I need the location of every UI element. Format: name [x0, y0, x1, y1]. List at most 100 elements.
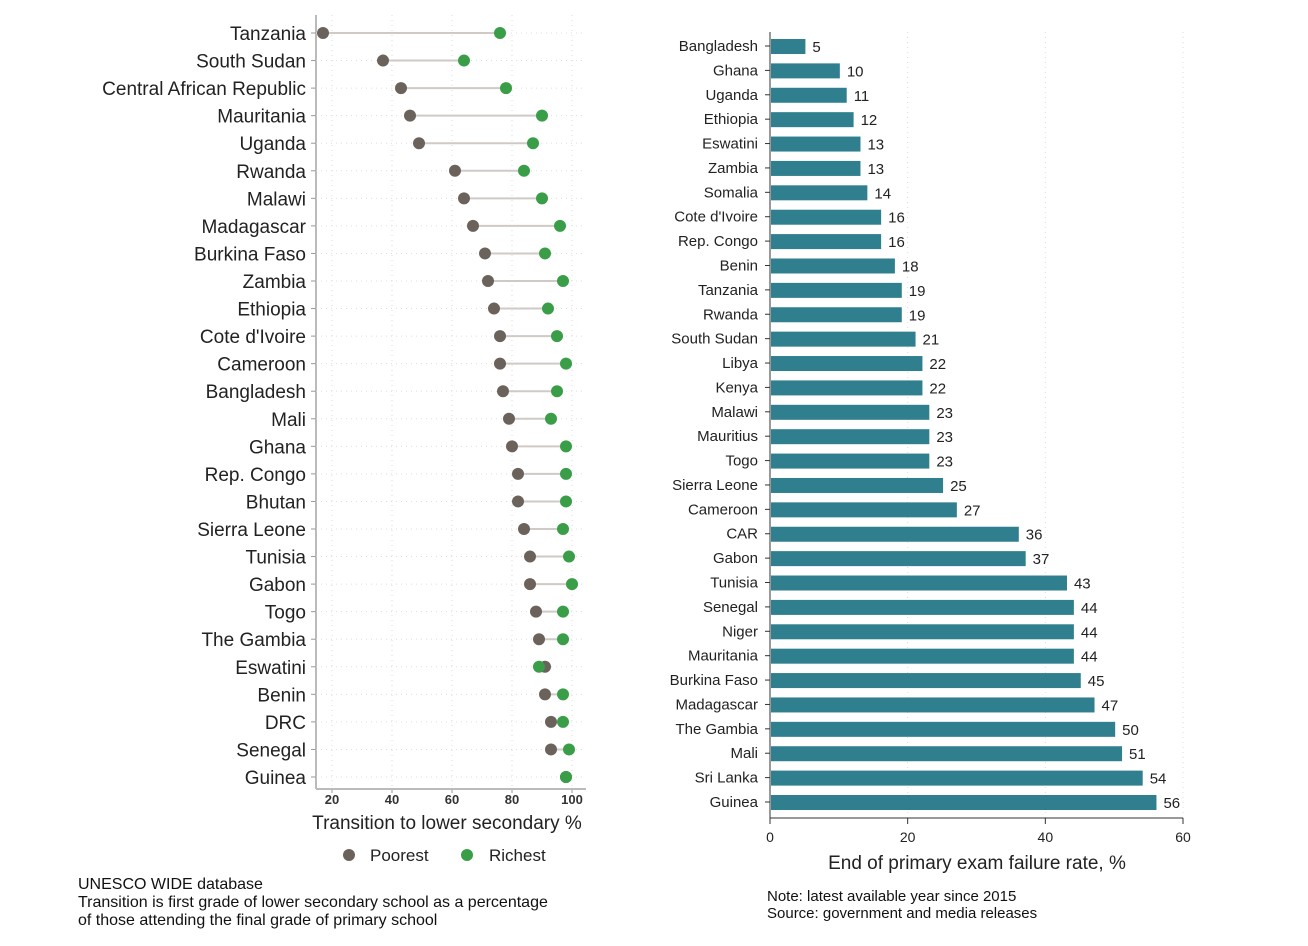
richest-point [560, 467, 572, 480]
richest-point [563, 743, 575, 756]
dumbbell-chart: 20 40 60 80 100 Tanzania South Sudan Central Af… [102, 15, 586, 807]
y-tick-label: Cameroon [217, 355, 306, 376]
poorest-point [503, 412, 515, 425]
data-label: 44 [1081, 600, 1098, 617]
data-label: 47 [1102, 697, 1119, 714]
richest-point [560, 495, 572, 508]
poorest-point [494, 330, 506, 343]
bar [771, 380, 923, 396]
y-tick-label: Bangladesh [679, 38, 758, 55]
richest-point [557, 275, 569, 287]
y-tick-label: Eswatini [235, 658, 306, 679]
y-tick-label: Mali [271, 410, 306, 431]
y-tick-label: Malawi [711, 404, 758, 421]
y-tick-label: South Sudan [196, 52, 306, 73]
left-x-axis-title: Transition to lower secondary % [312, 813, 582, 834]
right-note-line-1: Note: latest available year since 2015 [767, 888, 1016, 905]
y-tick-label: Cote d'Ivoire [674, 209, 758, 226]
y-tick-label: Niger [722, 623, 758, 640]
y-tick-label: Libya [722, 355, 759, 372]
left-note-line-2: of those attending the final grade of pr… [78, 912, 437, 929]
richest-point [563, 550, 575, 563]
richest-point [533, 660, 545, 673]
right-x-axis-title: End of primary exam failure rate, % [828, 853, 1126, 874]
y-tick-label: Uganda [239, 134, 306, 155]
y-tick-label: Eswatini [702, 136, 758, 153]
bar [771, 453, 930, 469]
y-tick-label: Rwanda [703, 306, 759, 323]
poorest-point [482, 275, 494, 287]
y-tick-label: Ethiopia [237, 300, 306, 321]
y-tick-label: Sierra Leone [197, 520, 306, 541]
data-label: 22 [929, 356, 946, 373]
left-note-line-1: Transition is first grade of lower secon… [78, 894, 548, 911]
richest-point [560, 440, 572, 453]
y-tick-label: Burkina Faso [194, 244, 306, 265]
poorest-point [458, 192, 470, 205]
richest-point [557, 633, 569, 646]
bar [771, 551, 1026, 567]
richest-point [566, 578, 578, 591]
y-tick-label: Tunisia [710, 575, 758, 592]
y-tick-label: Ghana [249, 437, 306, 458]
bar [771, 575, 1067, 591]
richest-point [545, 412, 557, 425]
data-label: 13 [867, 137, 884, 154]
y-tick-label: South Sudan [671, 331, 758, 348]
poorest-point [317, 27, 329, 39]
y-tick-label: Benin [720, 257, 758, 274]
data-label: 43 [1074, 576, 1091, 593]
data-label: 56 [1163, 795, 1180, 812]
data-label: 10 [847, 63, 864, 80]
poorest-point [518, 523, 530, 535]
y-tick-label: Tanzania [698, 282, 759, 299]
richest-point [536, 109, 548, 122]
data-label: 19 [909, 283, 926, 300]
poorest-point [539, 688, 551, 701]
richest-point [539, 247, 551, 260]
poorest-point [497, 385, 509, 398]
bar [771, 746, 1123, 762]
y-tick-label: Sierra Leone [672, 477, 758, 494]
richest-point [542, 302, 554, 315]
poorest-point [479, 247, 491, 260]
y-tick-label: Mauritania [217, 107, 306, 128]
y-tick-label: Bangladesh [206, 382, 306, 403]
richest-point [500, 82, 512, 95]
bar [771, 648, 1074, 664]
poorest-point [506, 440, 518, 453]
bar [771, 599, 1074, 615]
y-tick-label: Tunisia [245, 548, 306, 569]
bar [771, 307, 902, 323]
richest-point [458, 54, 470, 67]
bar [771, 331, 916, 347]
data-label: 16 [888, 210, 905, 227]
legend-richest-label: Richest [489, 846, 546, 865]
poorest-point [467, 219, 479, 232]
y-tick-label: Togo [725, 453, 758, 470]
y-tick-label: Malawi [247, 189, 306, 210]
bar-chart: 0 20 40 60 Bangladesh 5 Ghana 10 Uganda 11 Ethiopi… [670, 32, 1191, 845]
y-tick-label: DRC [265, 713, 306, 734]
data-label: 44 [1081, 624, 1098, 641]
legend-richest-marker [461, 849, 473, 861]
y-tick-label: Senegal [703, 599, 758, 616]
y-tick-label: Rwanda [236, 162, 306, 183]
data-label: 19 [909, 307, 926, 324]
bar [771, 112, 854, 128]
poorest-point [524, 578, 536, 591]
y-tick-label: Ethiopia [704, 111, 759, 128]
y-tick-label: Sri Lanka [695, 770, 759, 787]
x-tick-label: 20 [325, 792, 339, 807]
y-tick-label: Tanzania [230, 24, 306, 45]
data-label: 54 [1150, 771, 1167, 788]
left-source: UNESCO WIDE database [78, 876, 263, 893]
x-tick-label: 60 [1175, 829, 1191, 845]
legend-poorest-label: Poorest [370, 846, 429, 865]
x-tick-label: 20 [900, 829, 916, 845]
bar [771, 160, 861, 176]
poorest-point [545, 715, 557, 728]
data-label: 51 [1129, 746, 1146, 763]
richest-point [557, 688, 569, 701]
